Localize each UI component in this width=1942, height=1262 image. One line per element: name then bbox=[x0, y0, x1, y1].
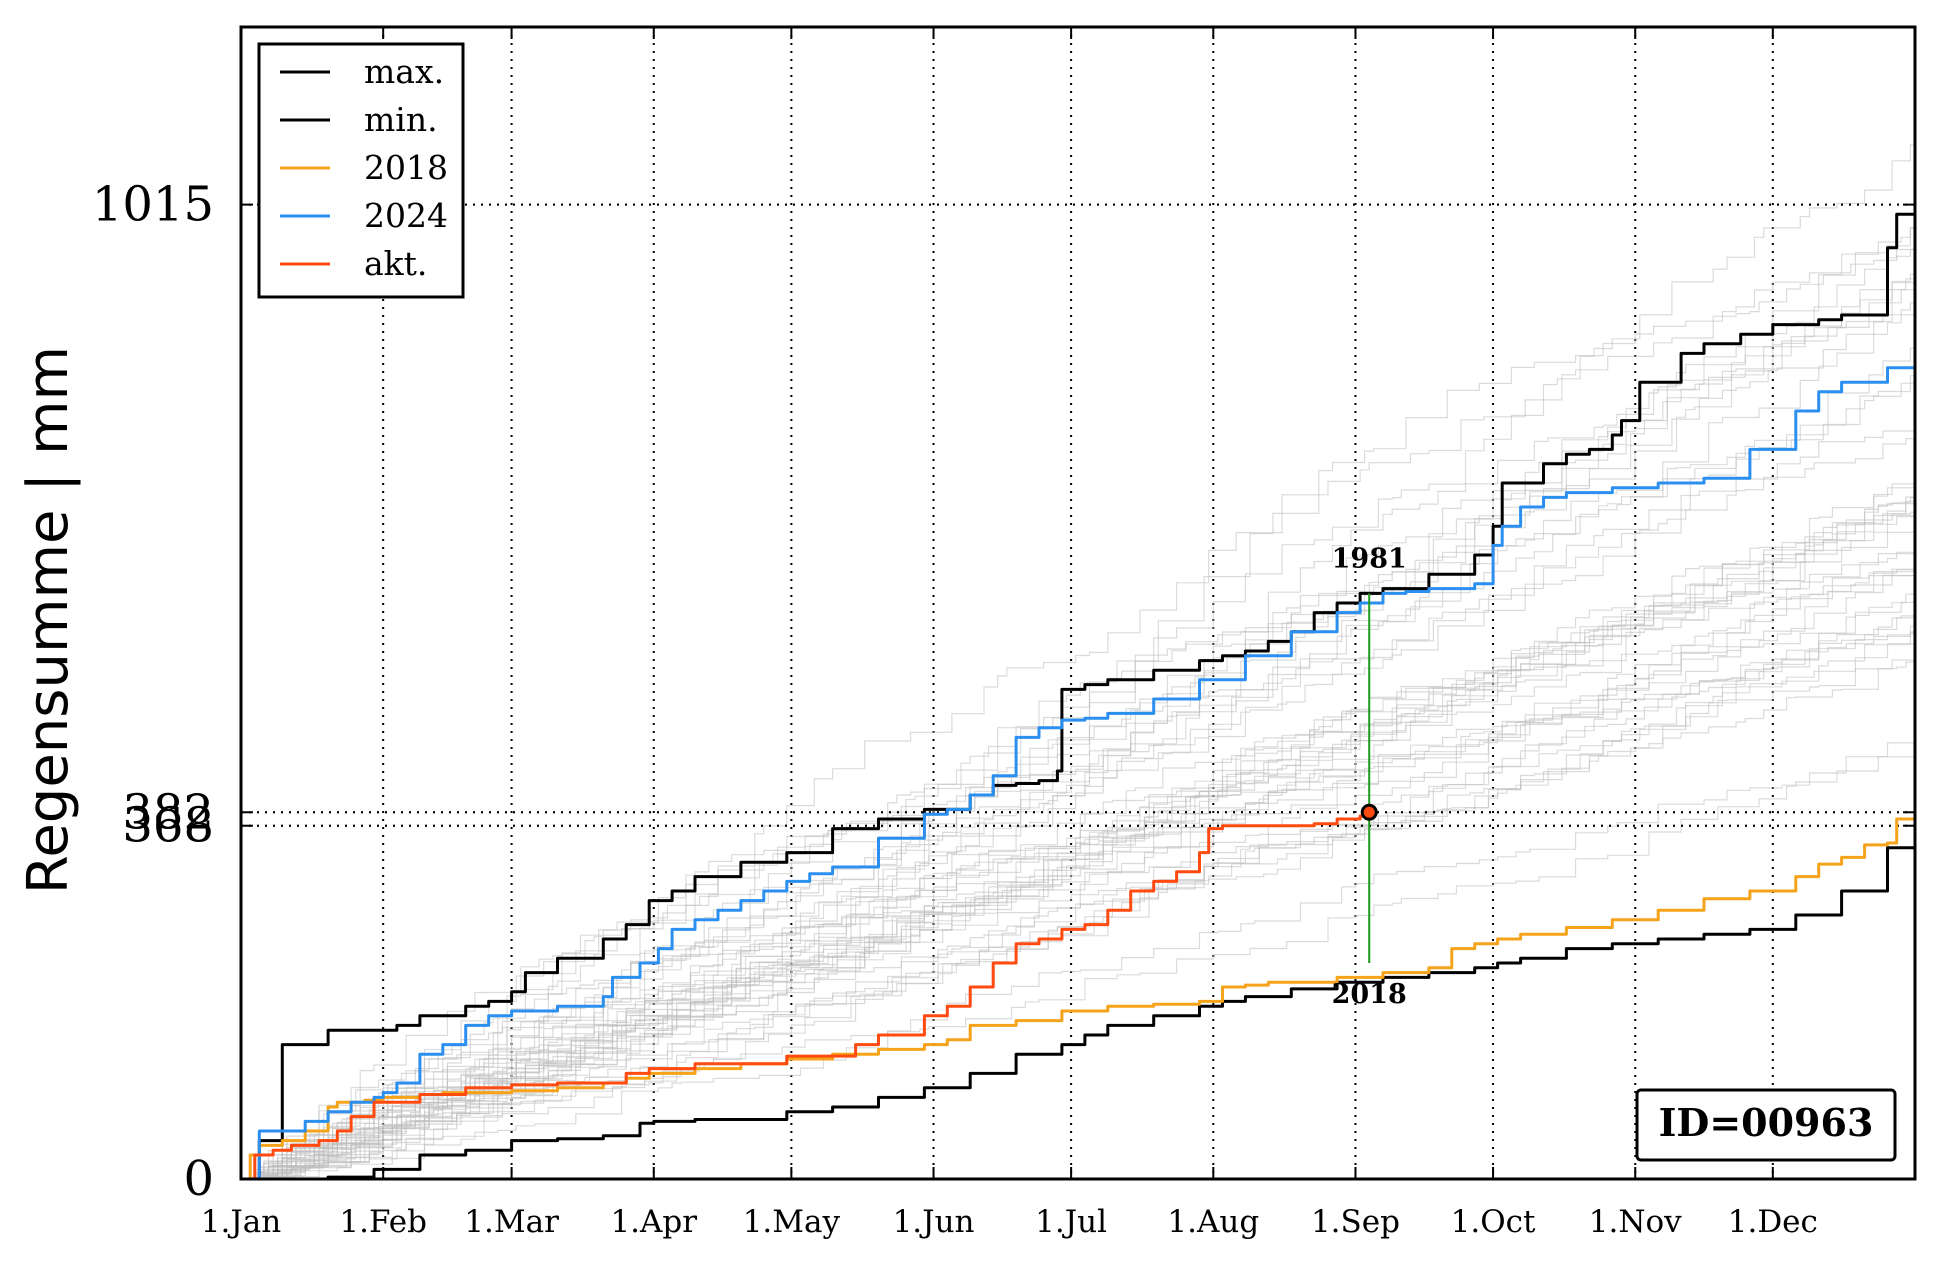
x-tick-label: 1.Jul bbox=[1035, 1204, 1107, 1240]
year-trace bbox=[241, 649, 1915, 1179]
x-tick-label: 1.Nov bbox=[1589, 1204, 1682, 1240]
year-trace bbox=[241, 375, 1915, 1179]
x-tick-label: 1.Jun bbox=[893, 1204, 975, 1240]
series-line-2024 bbox=[241, 358, 1915, 1179]
year-trace bbox=[241, 141, 1915, 1179]
legend: max. min. 2018 2024 akt. bbox=[257, 42, 465, 299]
series-line-max bbox=[241, 204, 1915, 1179]
year-trace bbox=[241, 752, 1915, 1179]
legend-label: akt. bbox=[364, 244, 427, 283]
x-tick-label: 1.Dec bbox=[1728, 1204, 1818, 1240]
year-trace bbox=[241, 226, 1915, 1179]
legend-label: 2018 bbox=[364, 148, 448, 187]
series-line-min bbox=[241, 825, 1915, 1179]
year-trace bbox=[241, 245, 1915, 1179]
x-tick-label: 1.Oct bbox=[1451, 1204, 1536, 1240]
y-axis-label: Regensumme | mm bbox=[16, 346, 81, 894]
series-line-akt bbox=[241, 812, 1371, 1179]
year-trace bbox=[241, 631, 1915, 1179]
year-trace bbox=[241, 544, 1915, 1179]
x-tick-label: 1.Feb bbox=[339, 1204, 427, 1240]
year-trace bbox=[241, 345, 1915, 1179]
year-trace bbox=[241, 244, 1915, 1179]
current-value-marker bbox=[1360, 803, 1378, 821]
year-trace bbox=[241, 591, 1915, 1179]
series-line-2018 bbox=[241, 812, 1915, 1179]
x-tick-label: 1.Jan bbox=[201, 1204, 281, 1240]
year-trace bbox=[241, 373, 1915, 1179]
envelope-lines bbox=[241, 141, 1915, 1179]
year-trace bbox=[241, 548, 1915, 1179]
year-trace bbox=[241, 500, 1915, 1179]
x-tick-label: 1.Aug bbox=[1167, 1204, 1259, 1240]
y-tick-label: 368 bbox=[122, 798, 214, 854]
legend-label: max. bbox=[364, 52, 444, 91]
x-ticks: 1.Jan 1.Feb 1.Mar 1.Apr 1.May 1.Jun 1.Jul 1.Aug… bbox=[201, 27, 1818, 1240]
y-tick-label: 0 bbox=[183, 1151, 214, 1207]
id-box-text: ID=00963 bbox=[1659, 1100, 1874, 1145]
year-trace bbox=[241, 612, 1915, 1179]
year-trace bbox=[241, 738, 1915, 1179]
id-box: ID=00963 bbox=[1635, 1088, 1897, 1162]
legend-frame bbox=[257, 42, 465, 299]
annotation-above: 1981 bbox=[1332, 543, 1407, 574]
year-trace bbox=[241, 271, 1915, 1179]
legend-label: min. bbox=[364, 100, 438, 139]
x-tick-label: 1.Sep bbox=[1311, 1204, 1400, 1240]
x-tick-label: 1.Apr bbox=[610, 1204, 697, 1240]
series-lines bbox=[241, 204, 1915, 1179]
id-box-frame bbox=[1635, 1088, 1897, 1162]
year-trace bbox=[241, 470, 1915, 1179]
y-tick-label: 382 bbox=[122, 784, 214, 840]
annotation-below: 2018 bbox=[1332, 979, 1407, 1010]
legend-label: 2024 bbox=[364, 196, 448, 235]
plot-frame bbox=[239, 25, 1917, 1181]
x-tick-label: 1.May bbox=[743, 1204, 841, 1240]
y-tick-label: 1015 bbox=[92, 177, 214, 233]
year-trace bbox=[241, 435, 1915, 1179]
x-tick-label: 1.Mar bbox=[464, 1204, 559, 1240]
year-trace bbox=[241, 637, 1915, 1179]
vline-group: 1981 2018 bbox=[1332, 543, 1407, 1010]
